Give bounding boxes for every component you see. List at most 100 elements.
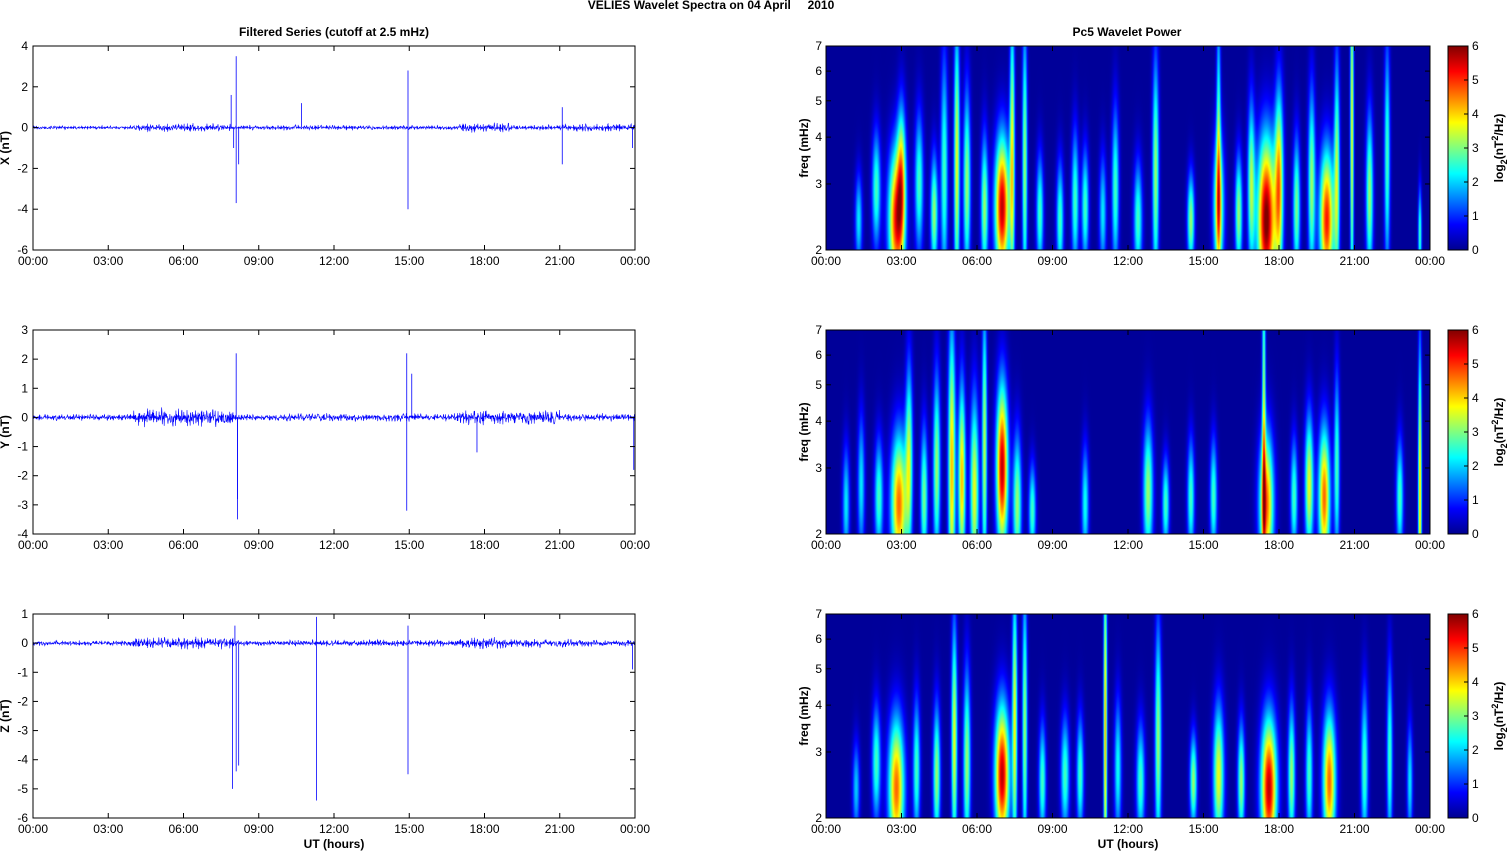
x-tick-label: 06:00 [962,822,992,836]
colorbar-tick-label: 2 [1472,743,1479,757]
y-tick-label: 5 [815,94,822,108]
x-tick-label: 18:00 [469,538,499,552]
colorbar-tick-label: 0 [1472,243,1479,257]
colorbar-label-part: log [1492,164,1506,182]
y-tick-label: 4 [815,414,822,428]
heatmap-image [826,46,1430,250]
y-tick-label: 5 [815,662,822,676]
y-tick-label: -2 [17,161,28,175]
x-tick-label: 00:00 [1415,822,1445,836]
x-tick-label: 06:00 [168,254,198,268]
y-tick-label: 4 [815,130,822,144]
y-axis-label: freq (mHz) [797,686,811,745]
x-tick-label: 15:00 [394,822,424,836]
y-tick-label: 4 [815,698,822,712]
x-tick-label: 12:00 [319,254,349,268]
x-tick-label: 06:00 [168,538,198,552]
y-tick-label: 7 [815,323,822,337]
x-axis-label: UT (hours) [1098,837,1159,851]
x-tick-label: 03:00 [93,822,123,836]
colorbar-tick-label: 1 [1472,493,1479,507]
colorbar-tick-label: 2 [1472,459,1479,473]
right-column-title: Pc5 Wavelet Power [1073,25,1182,39]
colorbar-tick-label: 2 [1472,175,1479,189]
y-tick-label: -5 [17,782,28,796]
x-tick-label: 15:00 [1188,254,1218,268]
x-tick-label: 06:00 [962,538,992,552]
y-tick-label: 6 [815,632,822,646]
x-tick-label: 09:00 [1037,254,1067,268]
left-column-title: Filtered Series (cutoff at 2.5 mHz) [239,25,429,39]
x-tick-label: 21:00 [1339,822,1369,836]
x-tick-label: 15:00 [394,538,424,552]
x-tick-label: 12:00 [1113,822,1143,836]
y-tick-label: 6 [815,64,822,78]
x-tick-label: 12:00 [1113,538,1143,552]
colorbar-tick-label: 0 [1472,811,1479,825]
colorbar-tick-label: 1 [1472,777,1479,791]
colorbar-label-part: 2 [1490,136,1500,141]
colorbar-tick-label: 6 [1472,607,1479,621]
x-axis-label: UT (hours) [304,837,365,851]
x-tick-label: 00:00 [18,254,48,268]
series-panel-z: -6 -5 -4 -3 -2 -1 0 1 00:00 03:00 06:00 09:00 12:00 1… [0,607,650,851]
y-tick-label: -3 [17,498,28,512]
y-tick-label: 2 [21,80,28,94]
x-tick-label: 03:00 [93,538,123,552]
x-tick-label: 00:00 [620,538,650,552]
y-tick-label: 2 [21,352,28,366]
y-axis-label: freq (mHz) [797,402,811,461]
colorbar-label-part: 2 [1499,727,1509,732]
x-tick-label: 21:00 [545,254,575,268]
x-tick-label: 00:00 [620,254,650,268]
y-tick-label: 7 [815,39,822,53]
x-tick-label: 12:00 [319,538,349,552]
y-tick-label: -6 [17,243,28,257]
wavelet-panel-y: 2 3 4 5 6 7 00:00 03:00 06:00 09:00 12:00 15:00 18:0… [797,323,1509,552]
colorbar-label-part: /Hz) [1492,682,1506,704]
colorbar-tick-label: 4 [1472,107,1479,121]
x-tick-label: 18:00 [469,254,499,268]
x-tick-label: 00:00 [1415,254,1445,268]
colorbar-label-part: 2 [1490,704,1500,709]
x-tick-label: 15:00 [1188,538,1218,552]
x-tick-label: 03:00 [886,538,916,552]
colorbar-tick-label: 3 [1472,425,1479,439]
x-tick-label: 21:00 [545,538,575,552]
colorbar-label-part: log [1492,732,1506,750]
x-tick-label: 03:00 [886,254,916,268]
colorbar-label: log2(nT2/Hz) [1490,398,1509,467]
y-tick-label: 2 [815,243,822,257]
y-tick-label: -3 [17,724,28,738]
y-tick-label: -1 [17,440,28,454]
colorbar-tick-label: 4 [1472,675,1479,689]
x-tick-label: 00:00 [811,538,841,552]
x-tick-label: 09:00 [244,254,274,268]
y-tick-label: -2 [17,694,28,708]
heatmap-image [826,330,1430,534]
x-tick-label: 00:00 [811,822,841,836]
colorbar-label: log2(nT2/Hz) [1490,682,1509,751]
x-tick-label: 03:00 [93,254,123,268]
x-tick-label: 03:00 [886,822,916,836]
heatmap-image [826,614,1430,818]
plot-area [33,614,635,818]
series-line-x [32,122,636,133]
x-tick-label: 09:00 [244,538,274,552]
y-tick-label: 0 [21,121,28,135]
y-axis-label: freq (mHz) [797,118,811,177]
y-tick-label: 2 [815,811,822,825]
x-tick-label: 21:00 [545,822,575,836]
y-tick-label: 7 [815,607,822,621]
plot-area [33,46,635,250]
y-tick-label: -2 [17,469,28,483]
x-tick-label: 09:00 [1037,538,1067,552]
y-tick-label: 1 [21,381,28,395]
colorbar-tick-label: 3 [1472,141,1479,155]
x-tick-label: 09:00 [244,822,274,836]
x-tick-label: 21:00 [1339,538,1369,552]
colorbar-tick-label: 6 [1472,39,1479,53]
x-tick-label: 18:00 [469,822,499,836]
y-tick-label: -1 [17,665,28,679]
